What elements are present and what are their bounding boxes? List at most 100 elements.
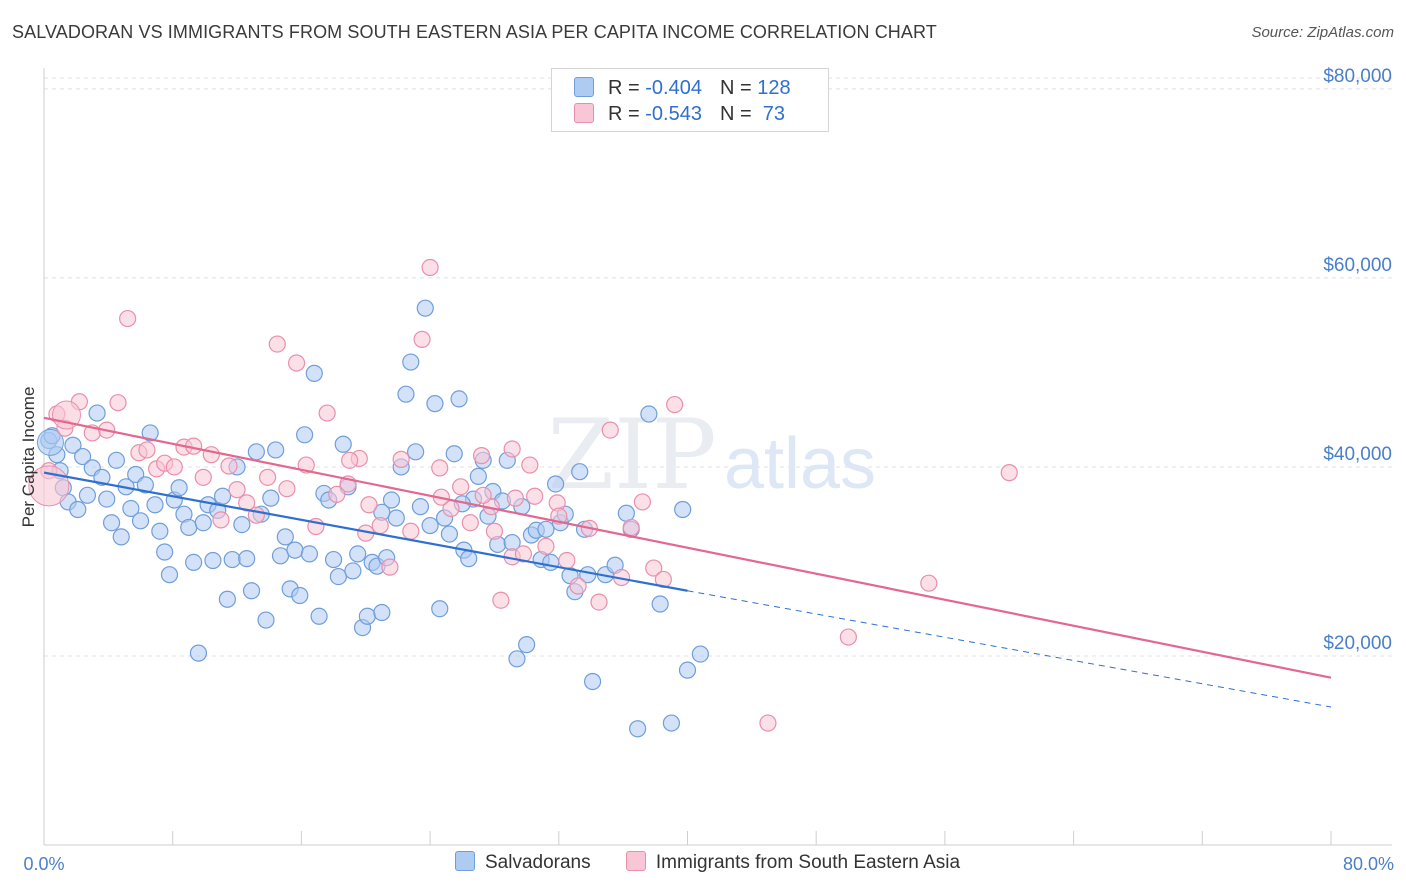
data-point bbox=[141, 424, 159, 442]
watermark: ZIP atlas bbox=[547, 399, 876, 511]
data-point bbox=[268, 335, 286, 353]
data-point bbox=[445, 445, 463, 463]
data-point bbox=[640, 405, 658, 423]
data-point bbox=[194, 468, 212, 486]
data-point bbox=[666, 395, 684, 414]
data-point bbox=[472, 447, 491, 465]
data-point bbox=[259, 468, 277, 486]
data-point bbox=[506, 489, 524, 507]
data-point bbox=[440, 525, 459, 543]
data-point bbox=[291, 586, 309, 605]
legend-r-value: -0.404 bbox=[645, 77, 702, 99]
x-tick-label-start: 0.0% bbox=[23, 854, 64, 874]
data-point bbox=[271, 547, 290, 565]
axis-labels: $20,000 $40,000 $60,000 $80,000 0.0% 80.0% Per… bbox=[19, 66, 1394, 874]
data-point bbox=[920, 574, 938, 592]
data-point bbox=[98, 490, 116, 508]
data-point bbox=[287, 354, 306, 372]
data-point-cluster bbox=[36, 428, 64, 456]
data-point bbox=[344, 562, 362, 580]
data-point bbox=[78, 486, 97, 504]
legend-n-value: 128 bbox=[757, 77, 791, 99]
data-point bbox=[185, 553, 203, 572]
data-point bbox=[286, 541, 304, 559]
y-tick-label: $20,000 bbox=[1323, 633, 1392, 654]
data-point bbox=[426, 395, 444, 413]
data-point bbox=[165, 458, 183, 476]
data-point bbox=[233, 516, 251, 534]
legend-row-immigrants: R = -0.543 N = 73 bbox=[574, 101, 785, 127]
data-point bbox=[402, 522, 420, 540]
data-point bbox=[107, 451, 125, 469]
data-point bbox=[601, 421, 619, 439]
data-point bbox=[503, 440, 521, 458]
data-point bbox=[474, 486, 492, 504]
data-point bbox=[262, 489, 280, 507]
data-point bbox=[381, 558, 399, 576]
data-point bbox=[276, 528, 294, 546]
data-point bbox=[431, 459, 449, 477]
data-point bbox=[74, 447, 92, 466]
data-point bbox=[109, 394, 127, 412]
series-legend: Salvadorans Immigrants from South Easter… bbox=[455, 851, 990, 874]
legend-item-immigrants[interactable]: Immigrants from South Eastern Asia bbox=[625, 851, 961, 874]
data-point bbox=[349, 545, 367, 563]
legend-item-salvadorans[interactable]: Salvadorans bbox=[455, 851, 591, 874]
data-point bbox=[156, 543, 174, 561]
data-point bbox=[310, 607, 328, 625]
data-point bbox=[247, 443, 265, 461]
data-point bbox=[189, 644, 208, 662]
legend-label: Immigrants from South Eastern Asia bbox=[655, 852, 961, 873]
data-point bbox=[546, 475, 565, 493]
data-point bbox=[651, 595, 669, 613]
data-point bbox=[180, 518, 198, 537]
data-point bbox=[202, 446, 220, 464]
data-point bbox=[220, 457, 238, 475]
legend-n-label: N = bbox=[719, 103, 758, 125]
watermark-atlas: atlas bbox=[724, 424, 876, 504]
data-point bbox=[64, 436, 82, 454]
data-point bbox=[839, 628, 857, 646]
data-point bbox=[223, 550, 241, 569]
data-point bbox=[469, 467, 487, 486]
data-point bbox=[450, 390, 468, 408]
legend-label: Salvadorans bbox=[485, 852, 591, 873]
data-point bbox=[329, 567, 348, 586]
data-point bbox=[373, 603, 391, 622]
data-point bbox=[526, 487, 544, 505]
data-point bbox=[136, 476, 154, 494]
grid-lines bbox=[44, 77, 1392, 657]
data-point bbox=[617, 504, 635, 522]
data-point bbox=[411, 498, 430, 516]
legend-swatch-blue bbox=[574, 77, 594, 97]
data-point bbox=[461, 514, 479, 532]
data-point bbox=[678, 661, 697, 679]
data-point bbox=[662, 714, 681, 732]
x-tick-label-end: 80.0% bbox=[1343, 854, 1394, 874]
data-point bbox=[341, 451, 359, 469]
data-point bbox=[452, 478, 470, 496]
data-point bbox=[622, 518, 640, 537]
data-point bbox=[392, 450, 410, 468]
data-point bbox=[387, 509, 405, 527]
data-point bbox=[305, 364, 323, 382]
data-point bbox=[122, 499, 140, 518]
data-point bbox=[397, 385, 415, 403]
data-point bbox=[413, 330, 431, 348]
legend-swatch-pink bbox=[574, 103, 594, 123]
data-point bbox=[558, 551, 576, 570]
data-point bbox=[212, 511, 230, 529]
y-axis-title: Per Capita Income bbox=[19, 387, 38, 528]
data-point bbox=[257, 611, 275, 629]
axes bbox=[43, 68, 1392, 846]
data-point bbox=[759, 714, 777, 732]
data-point bbox=[674, 500, 692, 519]
legend-row-salvadorans: R = -0.404 N = 128 bbox=[574, 75, 791, 101]
data-point bbox=[691, 645, 709, 663]
series-immigrants-sea bbox=[28, 258, 1018, 732]
correlation-legend: R = -0.404 N = 128 R = -0.543 N = 73 bbox=[551, 68, 829, 132]
data-point bbox=[112, 528, 130, 546]
legend-r-value: -0.543 bbox=[645, 103, 702, 125]
data-point bbox=[518, 636, 536, 654]
data-point bbox=[69, 500, 87, 519]
